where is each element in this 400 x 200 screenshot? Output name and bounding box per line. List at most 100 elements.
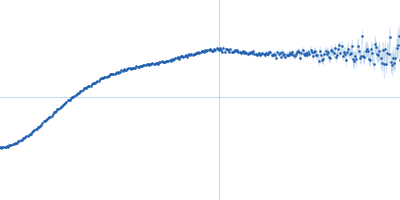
Point <box>370 62 377 66</box>
Point <box>287 52 293 55</box>
Point <box>28 132 34 135</box>
Point <box>14 141 20 144</box>
Point <box>328 48 334 52</box>
Point <box>381 62 387 66</box>
Point <box>214 48 221 51</box>
Point <box>197 50 204 53</box>
Point <box>100 76 106 79</box>
Point <box>279 50 285 53</box>
Point <box>152 63 158 66</box>
Point <box>122 69 128 72</box>
Point <box>397 58 400 61</box>
Point <box>377 56 384 59</box>
Point <box>13 141 19 144</box>
Point <box>125 67 132 70</box>
Point <box>39 121 46 124</box>
Point <box>78 89 84 92</box>
Point <box>62 101 68 104</box>
Point <box>274 50 280 54</box>
Point <box>198 49 205 52</box>
Point <box>319 59 325 62</box>
Point <box>211 47 218 51</box>
Point <box>189 53 196 56</box>
Point <box>208 48 214 51</box>
Point <box>376 49 382 52</box>
Point <box>330 52 337 55</box>
Point <box>23 134 30 137</box>
Point <box>153 61 159 64</box>
Point <box>248 51 254 54</box>
Point <box>365 50 371 53</box>
Point <box>63 100 70 104</box>
Point <box>87 84 94 87</box>
Point <box>374 53 380 56</box>
Point <box>343 59 349 62</box>
Point <box>312 49 318 52</box>
Point <box>382 48 388 51</box>
Point <box>107 72 113 76</box>
Point <box>324 50 331 53</box>
Point <box>367 59 374 62</box>
Point <box>59 104 65 107</box>
Point <box>53 109 59 113</box>
Point <box>145 63 151 66</box>
Point <box>311 50 317 53</box>
Point <box>308 51 315 54</box>
Point <box>108 73 114 76</box>
Point <box>1 146 8 149</box>
Point <box>112 71 119 74</box>
Point <box>96 78 103 81</box>
Point <box>357 56 363 59</box>
Point <box>249 51 255 55</box>
Point <box>74 93 80 96</box>
Point <box>356 50 362 53</box>
Point <box>187 53 194 57</box>
Point <box>341 50 347 53</box>
Point <box>368 47 374 50</box>
Point <box>36 126 42 129</box>
Point <box>45 116 51 119</box>
Point <box>288 52 294 56</box>
Point <box>333 55 339 59</box>
Point <box>329 50 336 53</box>
Point <box>226 50 232 54</box>
Point <box>349 44 355 48</box>
Point <box>260 53 267 56</box>
Point <box>354 44 361 47</box>
Point <box>292 52 299 56</box>
Point <box>389 64 395 67</box>
Point <box>378 61 385 65</box>
Point <box>297 57 304 60</box>
Point <box>172 57 178 60</box>
Point <box>99 77 105 80</box>
Point <box>236 50 243 53</box>
Point <box>182 53 189 56</box>
Point <box>56 106 63 109</box>
Point <box>256 51 262 54</box>
Point <box>110 72 117 76</box>
Point <box>95 79 102 82</box>
Point <box>0 145 3 148</box>
Point <box>12 142 18 145</box>
Point <box>298 51 305 55</box>
Point <box>393 47 400 50</box>
Point <box>70 95 76 98</box>
Point <box>228 50 235 54</box>
Point <box>241 51 247 54</box>
Point <box>295 49 301 53</box>
Point <box>254 54 260 57</box>
Point <box>178 55 184 58</box>
Point <box>272 53 278 56</box>
Point <box>26 132 33 136</box>
Point <box>179 55 186 58</box>
Point <box>64 99 71 102</box>
Point <box>234 49 240 52</box>
Point <box>258 52 264 56</box>
Point <box>20 136 26 140</box>
Point <box>98 77 104 80</box>
Point <box>280 54 286 57</box>
Point <box>180 56 186 59</box>
Point <box>252 52 259 56</box>
Point <box>84 85 90 88</box>
Point <box>129 66 135 70</box>
